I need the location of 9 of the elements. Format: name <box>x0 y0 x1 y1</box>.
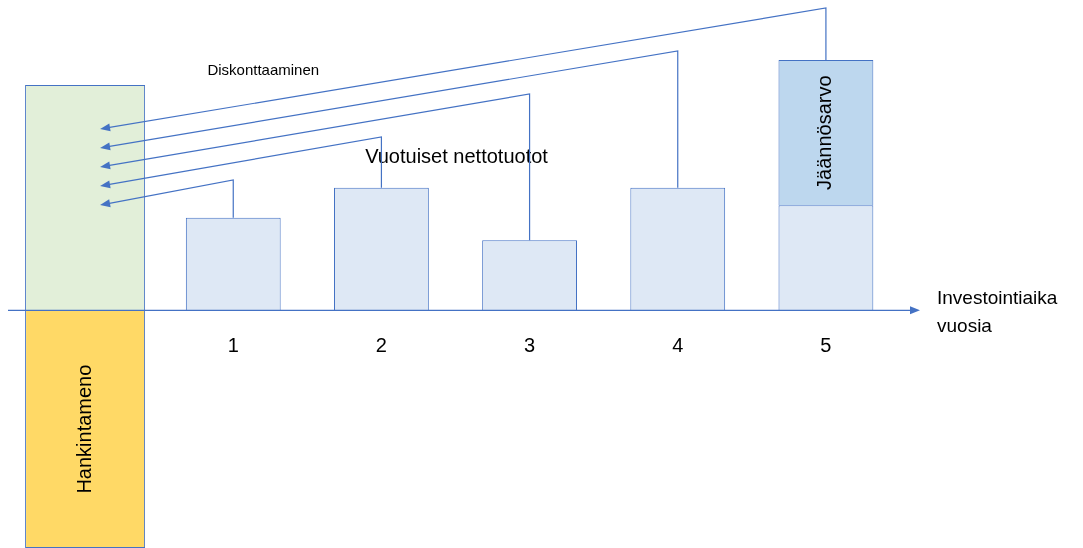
series-label: Hankintameno <box>72 364 95 494</box>
x-tick-label: 5 <box>820 333 832 356</box>
x-axis-title: Investointiaika vuosia <box>937 286 1058 336</box>
series-label: Jäännösarvo <box>813 75 836 190</box>
x-tick-label: 3 <box>524 333 536 356</box>
x-tick-label: 4 <box>672 333 684 356</box>
x-tick-label: 2 <box>375 333 387 356</box>
x-tick-label: 1 <box>227 333 239 356</box>
annotation: Diskonttaaminen <box>207 61 320 79</box>
